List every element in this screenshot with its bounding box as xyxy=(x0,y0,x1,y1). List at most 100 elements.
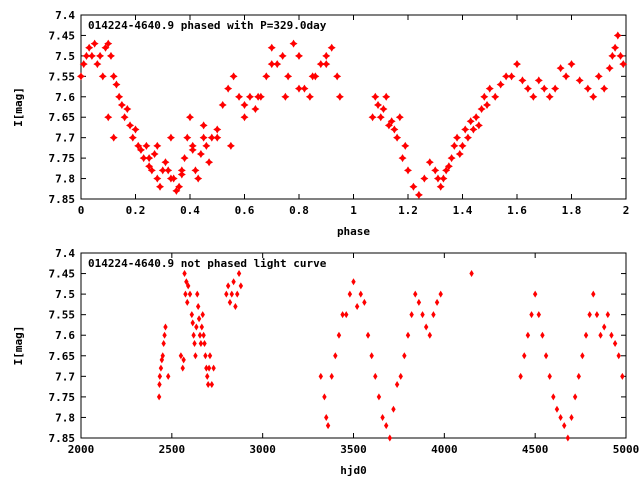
data-point xyxy=(325,422,331,430)
data-point xyxy=(181,356,186,364)
data-point xyxy=(358,290,363,298)
data-point xyxy=(157,381,162,389)
data-point xyxy=(162,331,167,339)
chart-panel-1: 0 0.2 0.4 0.6 0.8 1 1.2 1.4 1.6 1.8 2 7.4 7.45 7.5 7.5… xyxy=(12,9,629,238)
x-tick-label: 1.4 xyxy=(453,204,473,217)
data-point xyxy=(324,413,329,421)
data-point xyxy=(205,381,211,389)
data-point xyxy=(185,282,191,290)
x-tick-label: 1.6 xyxy=(507,204,527,217)
data-point xyxy=(404,166,412,175)
data-point xyxy=(434,298,440,306)
y-tick-label: 7.45 xyxy=(49,268,76,281)
data-point xyxy=(382,92,391,101)
data-point xyxy=(556,64,565,73)
data-point xyxy=(207,352,213,360)
data-point xyxy=(90,39,99,48)
data-point xyxy=(420,311,425,319)
data-point xyxy=(199,323,205,331)
data-point xyxy=(305,92,314,101)
data-point xyxy=(567,60,576,69)
data-point xyxy=(85,43,94,52)
data-point xyxy=(609,331,614,339)
data-point xyxy=(191,166,200,175)
data-point xyxy=(177,166,186,175)
data-point xyxy=(227,298,233,306)
data-point xyxy=(605,311,611,319)
data-point xyxy=(602,323,607,331)
data-point xyxy=(262,72,271,81)
data-point xyxy=(169,174,178,183)
data-point xyxy=(145,154,154,163)
data-point xyxy=(522,352,527,360)
y-axis-title: I[mag] xyxy=(12,87,25,127)
y-tick-label: 7.85 xyxy=(49,193,76,206)
data-point xyxy=(199,121,208,130)
data-point xyxy=(295,51,303,60)
data-point xyxy=(583,84,592,93)
data-point xyxy=(336,331,342,339)
data-point xyxy=(196,150,205,159)
data-point xyxy=(379,105,388,114)
data-point xyxy=(605,64,614,73)
data-point xyxy=(157,372,163,380)
panel-title: 014224-4640.9 phased with P=329.0day xyxy=(88,19,327,32)
data-point xyxy=(213,133,222,142)
data-point xyxy=(238,282,244,290)
data-point xyxy=(565,434,571,442)
y-tick-label: 7.55 xyxy=(49,309,76,322)
panel-title: 014224-4640.9 not phased light curve xyxy=(88,257,327,270)
data-point xyxy=(281,92,290,101)
data-point xyxy=(197,331,203,339)
data-point xyxy=(409,182,418,191)
data-point xyxy=(192,339,197,347)
y-tick-label: 7.4 xyxy=(55,247,75,260)
data-point xyxy=(226,141,235,150)
data-point xyxy=(163,323,168,331)
data-point xyxy=(177,170,186,179)
data-point xyxy=(376,113,385,122)
y-tick-label: 7.7 xyxy=(55,370,75,383)
data-point xyxy=(308,72,317,81)
data-point xyxy=(201,331,206,339)
data-point xyxy=(87,51,96,60)
data-point xyxy=(104,39,113,48)
data-point xyxy=(104,113,113,122)
data-point xyxy=(322,60,331,69)
data-point xyxy=(469,125,478,134)
data-point xyxy=(329,372,334,380)
data-point xyxy=(540,84,549,93)
data-point xyxy=(98,72,107,81)
y-tick-label: 7.45 xyxy=(49,29,76,42)
data-point xyxy=(368,113,377,122)
data-point xyxy=(547,372,552,380)
data-point xyxy=(236,270,242,278)
data-point xyxy=(229,290,234,298)
data-point xyxy=(218,100,227,109)
y-tick-label: 7.65 xyxy=(49,350,76,363)
data-point xyxy=(267,60,276,69)
data-point xyxy=(409,311,414,319)
data-point xyxy=(373,372,378,380)
data-point xyxy=(180,154,189,163)
data-point xyxy=(551,84,560,93)
data-point xyxy=(153,141,162,150)
data-point xyxy=(147,166,156,175)
y-tick-label: 7.6 xyxy=(55,329,75,342)
data-point xyxy=(620,372,625,380)
data-point xyxy=(466,117,475,126)
data-point xyxy=(161,158,170,167)
y-tick-label: 7.85 xyxy=(49,432,76,445)
data-point xyxy=(402,352,407,360)
data-point xyxy=(182,270,187,278)
data-point xyxy=(525,331,531,339)
x-tick-label: 1.2 xyxy=(398,204,418,217)
data-point xyxy=(554,405,560,413)
data-point xyxy=(612,339,618,347)
x-tick-label: 2500 xyxy=(159,443,186,456)
data-point xyxy=(322,51,331,60)
data-point xyxy=(545,92,554,101)
data-point xyxy=(543,352,549,360)
data-point xyxy=(120,113,129,122)
data-point xyxy=(600,84,609,93)
